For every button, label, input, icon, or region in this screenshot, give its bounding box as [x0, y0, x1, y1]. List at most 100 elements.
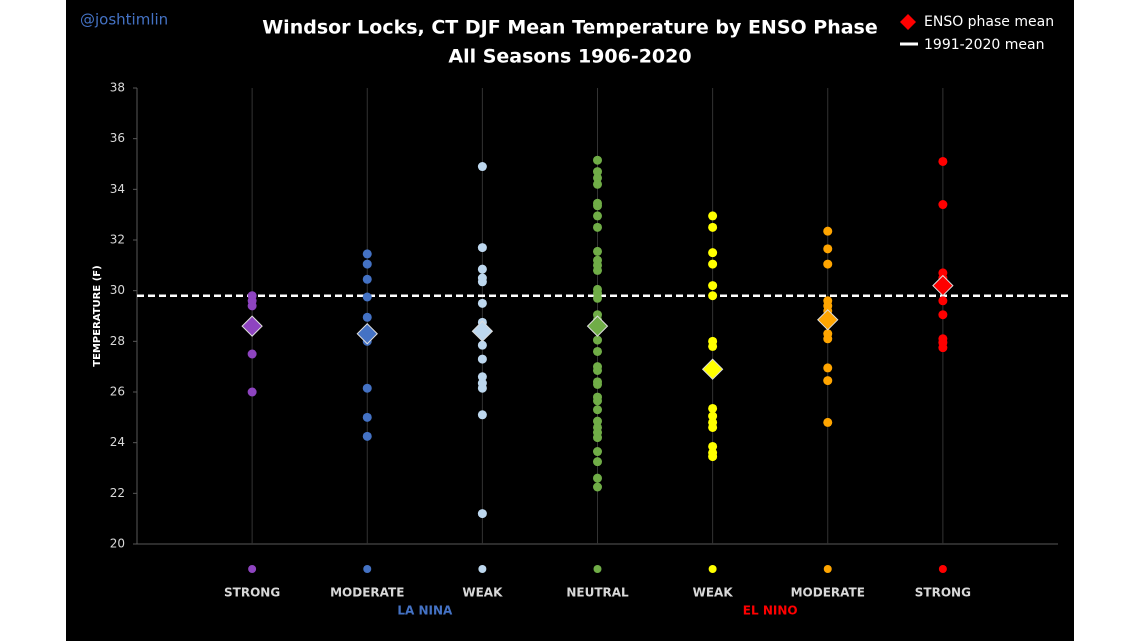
- mean-marker: [701, 358, 724, 380]
- data-point: [593, 416, 602, 426]
- data-point: [708, 422, 718, 432]
- category-marker: [363, 565, 372, 573]
- data-point: [362, 412, 372, 422]
- y-tick-label: 36: [110, 131, 125, 145]
- data-point: [477, 410, 487, 420]
- data-point: [593, 346, 602, 356]
- data-point: [593, 457, 602, 467]
- y-tick-label: 26: [110, 385, 125, 399]
- data-point: [477, 264, 487, 274]
- y-axis-label: TEMPERATURE (F): [92, 265, 103, 366]
- y-tick-label: 22: [110, 486, 125, 500]
- data-point: [593, 433, 602, 443]
- chart-background: [66, 0, 1074, 641]
- data-point: [708, 291, 718, 301]
- data-point: [823, 259, 833, 269]
- data-point: [823, 244, 833, 254]
- mean-marker: [241, 315, 263, 337]
- data-point: [477, 298, 487, 308]
- legend-label: 1991-2020 mean: [924, 37, 1044, 53]
- data-point: [477, 383, 487, 393]
- data-point: [823, 376, 833, 386]
- mean-marker: [586, 315, 609, 337]
- mean-marker: [471, 320, 494, 342]
- legend-mean-marker: [900, 14, 916, 30]
- data-point: [477, 162, 487, 172]
- data-point: [593, 405, 602, 415]
- data-point: [708, 341, 718, 351]
- data-point: [247, 301, 257, 311]
- data-point: [708, 403, 718, 413]
- data-point: [938, 200, 948, 210]
- data-point: [477, 277, 487, 287]
- data-point: [593, 155, 602, 165]
- group-label: EL NINO: [743, 604, 798, 618]
- data-point: [477, 340, 487, 350]
- y-tick-label: 24: [110, 435, 125, 449]
- mean-marker: [932, 274, 954, 297]
- category-marker: [708, 565, 717, 573]
- data-point: [708, 222, 718, 232]
- data-point: [938, 343, 948, 353]
- data-point: [593, 167, 602, 177]
- y-tick-label: 34: [110, 182, 125, 196]
- data-point: [362, 312, 372, 322]
- x-tick-label: NEUTRAL: [566, 586, 629, 600]
- data-point: [593, 222, 602, 232]
- data-point: [593, 173, 602, 183]
- y-tick-label: 28: [110, 334, 125, 348]
- legend-label: ENSO phase mean: [924, 14, 1054, 30]
- data-point: [593, 201, 602, 211]
- data-point: [938, 296, 948, 306]
- x-tick-label: STRONG: [915, 586, 971, 600]
- x-tick-label: WEAK: [693, 586, 734, 600]
- data-point: [362, 259, 372, 269]
- data-point: [477, 509, 487, 519]
- category-marker: [248, 565, 257, 573]
- data-point: [477, 354, 487, 364]
- data-point: [708, 452, 718, 462]
- data-point: [823, 226, 833, 236]
- mean-marker: [817, 309, 839, 331]
- data-point: [477, 243, 487, 253]
- data-point: [247, 349, 257, 359]
- chart-subtitle: All Seasons 1906-2020: [448, 46, 691, 68]
- data-point: [593, 379, 602, 389]
- data-point: [477, 372, 487, 382]
- data-point: [823, 334, 833, 344]
- data-point: [362, 274, 372, 284]
- data-point: [362, 383, 372, 393]
- data-point: [593, 365, 602, 375]
- data-point: [593, 293, 602, 303]
- data-point: [938, 156, 948, 166]
- data-point: [593, 482, 602, 492]
- data-point: [362, 431, 372, 441]
- watermark: @joshtimlin: [80, 11, 168, 29]
- x-tick-label: WEAK: [462, 586, 503, 600]
- category-marker: [593, 565, 602, 573]
- data-point: [708, 441, 718, 451]
- data-point: [823, 417, 833, 427]
- data-point: [593, 473, 602, 483]
- data-point: [593, 396, 602, 406]
- category-marker: [938, 565, 947, 573]
- data-point: [708, 248, 718, 258]
- data-point: [362, 292, 372, 302]
- data-point: [708, 281, 718, 291]
- y-tick-label: 38: [110, 81, 125, 95]
- data-point: [823, 363, 833, 373]
- y-tick-label: 32: [110, 233, 125, 247]
- x-tick-label: STRONG: [224, 586, 280, 600]
- data-point: [938, 310, 948, 320]
- group-label: LA NINA: [397, 604, 453, 618]
- data-point: [593, 179, 602, 189]
- data-point: [593, 265, 602, 275]
- data-point: [247, 387, 257, 397]
- x-tick-label: MODERATE: [791, 586, 865, 600]
- chart-title: Windsor Locks, CT DJF Mean Temperature b…: [262, 17, 878, 39]
- category-marker: [478, 565, 487, 573]
- data-point: [708, 259, 718, 269]
- category-marker: [823, 565, 832, 573]
- data-point: [708, 411, 718, 421]
